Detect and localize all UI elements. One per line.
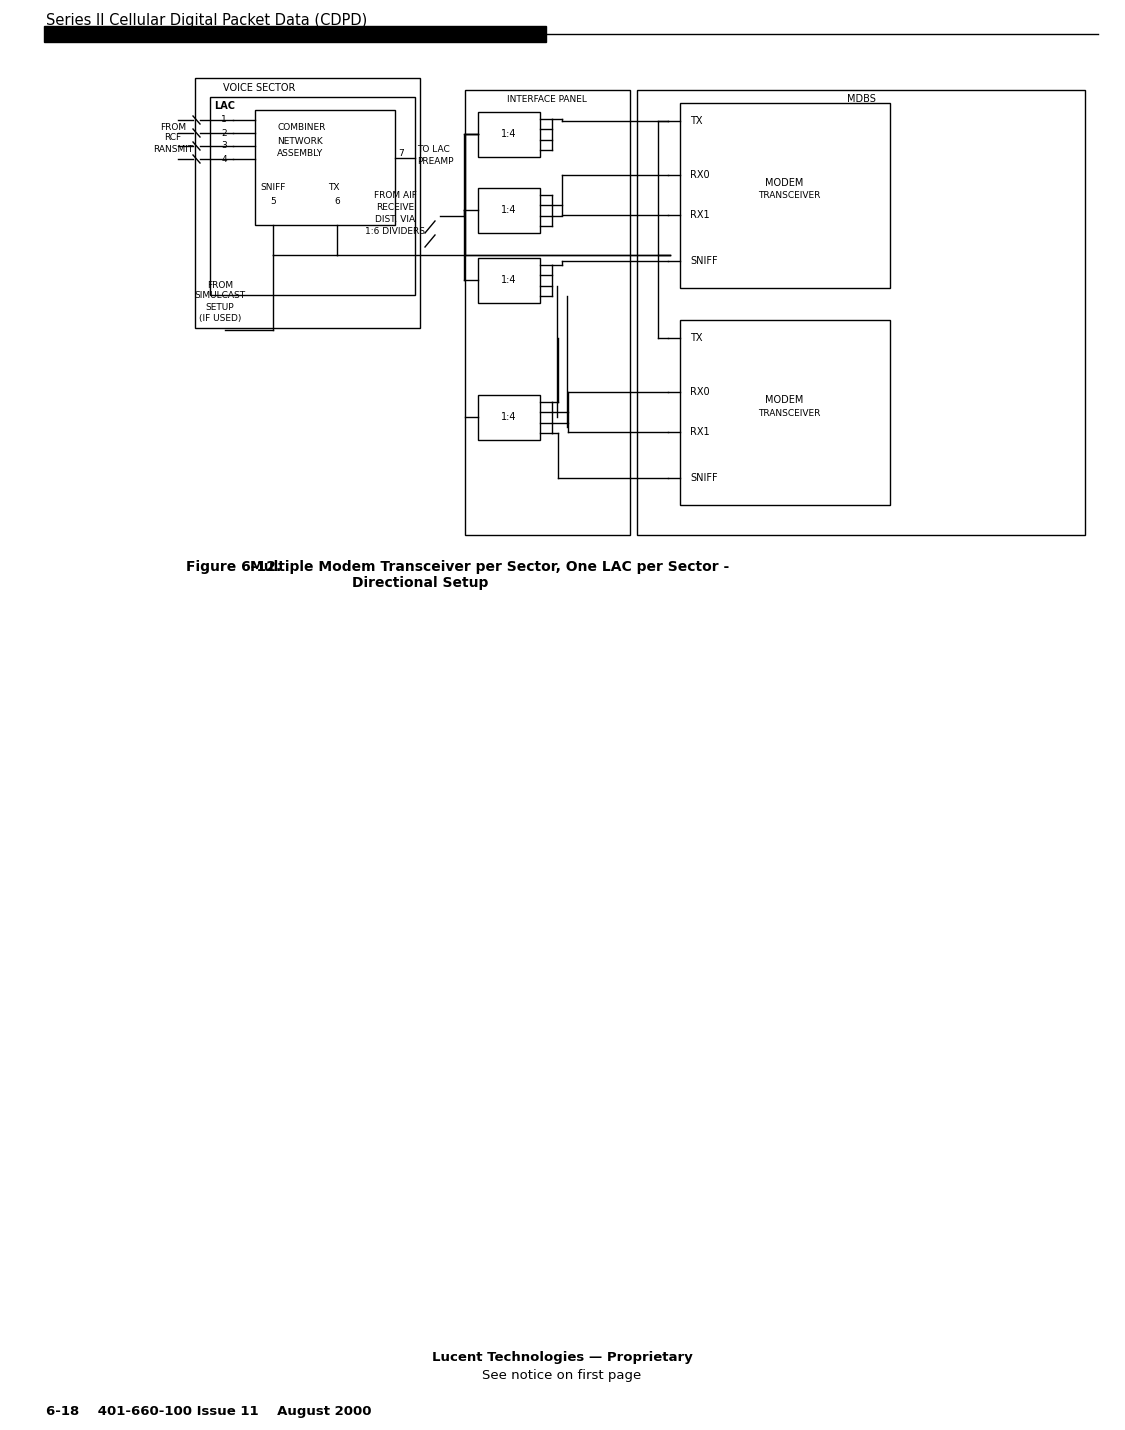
Text: 6: 6 (334, 196, 340, 206)
Text: NETWORK: NETWORK (277, 136, 323, 146)
Text: 6-18    401-660-100 Issue 11    August 2000: 6-18 401-660-100 Issue 11 August 2000 (46, 1406, 371, 1419)
Text: SNIFF: SNIFF (260, 183, 286, 193)
Bar (255, 110, 395, 225)
Text: RX1: RX1 (690, 428, 710, 438)
Text: FROM: FROM (160, 123, 186, 132)
Bar (210, 97, 415, 295)
Text: 1:4: 1:4 (502, 204, 516, 214)
Text: 1:4: 1:4 (502, 275, 516, 285)
Text: 1:4: 1:4 (502, 412, 516, 422)
Text: DIST. VIA: DIST. VIA (375, 214, 415, 223)
Text: 2: 2 (222, 129, 227, 137)
Text: Directional Setup: Directional Setup (352, 576, 488, 591)
Bar (478, 257, 540, 303)
Text: TX: TX (690, 333, 702, 343)
Text: (IF USED): (IF USED) (199, 313, 241, 323)
Text: PREAMP: PREAMP (417, 156, 453, 166)
Text: RCF: RCF (164, 133, 181, 143)
Text: RECEIVE: RECEIVE (376, 203, 414, 212)
Text: 4: 4 (222, 154, 227, 163)
Bar (465, 90, 630, 535)
Text: Multiple Modem Transceiver per Sector, One LAC per Sector -: Multiple Modem Transceiver per Sector, O… (251, 561, 730, 573)
Text: See notice on first page: See notice on first page (483, 1369, 641, 1381)
Text: 7: 7 (398, 149, 404, 157)
Text: TO LAC: TO LAC (417, 144, 450, 153)
Text: MDBS: MDBS (847, 94, 875, 104)
Text: SNIFF: SNIFF (690, 473, 718, 483)
Text: ASSEMBLY: ASSEMBLY (277, 150, 323, 159)
Text: RX0: RX0 (690, 388, 710, 398)
Text: COMBINER: COMBINER (277, 123, 325, 133)
Bar (44, 26, 546, 41)
Text: Lucent Technologies — Proprietary: Lucent Technologies — Proprietary (432, 1351, 692, 1364)
Text: Series II Cellular Digital Packet Data (CDPD): Series II Cellular Digital Packet Data (… (46, 13, 367, 27)
Text: SNIFF: SNIFF (690, 256, 718, 266)
Bar (637, 90, 1084, 535)
Text: RX0: RX0 (690, 170, 710, 180)
Text: 1:4: 1:4 (502, 129, 516, 139)
Text: RANSMIT: RANSMIT (153, 144, 193, 153)
Text: VOICE SECTOR: VOICE SECTOR (223, 83, 296, 93)
Text: 3: 3 (222, 142, 227, 150)
Text: 5: 5 (270, 196, 276, 206)
Text: MODEM: MODEM (765, 177, 803, 187)
Text: TRANSCEIVER: TRANSCEIVER (758, 409, 820, 418)
Text: 1:6 DIVIDERS: 1:6 DIVIDERS (364, 226, 425, 236)
Text: SETUP: SETUP (206, 303, 234, 312)
Text: TRANSCEIVER: TRANSCEIVER (758, 192, 820, 200)
Text: MODEM: MODEM (765, 395, 803, 405)
Bar (680, 103, 890, 287)
Bar (478, 395, 540, 440)
Text: LAC: LAC (214, 102, 235, 112)
Bar (680, 320, 890, 505)
Text: FROM AIF: FROM AIF (374, 190, 416, 200)
Text: TX: TX (690, 116, 702, 126)
Text: Figure 6-12.: Figure 6-12. (186, 561, 281, 573)
Text: SIMULCAST: SIMULCAST (195, 292, 245, 300)
Text: TX: TX (328, 183, 340, 193)
Text: FROM: FROM (207, 280, 233, 289)
Text: 1: 1 (222, 116, 227, 124)
Text: RX1: RX1 (690, 210, 710, 220)
Bar (478, 112, 540, 157)
Bar (195, 79, 420, 327)
Bar (478, 187, 540, 233)
Text: INTERFACE PANEL: INTERFACE PANEL (507, 94, 587, 103)
